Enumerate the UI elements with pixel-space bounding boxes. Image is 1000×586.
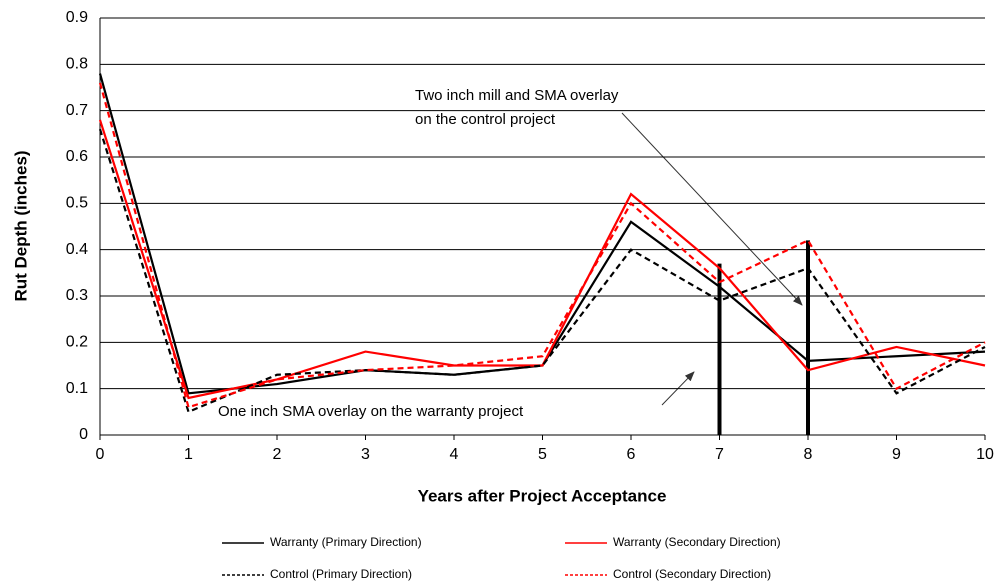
y-tick-label: 0.9 — [66, 9, 88, 26]
y-tick-label: 0.1 — [66, 380, 88, 397]
y-tick-label: 0.6 — [66, 148, 88, 165]
series-line — [98, 119, 986, 400]
x-tick-label: 8 — [804, 446, 813, 463]
y-tick-label: 0.7 — [66, 102, 88, 119]
annotation: One inch SMA overlay on the warranty pro… — [218, 403, 524, 420]
x-tick-label: 3 — [361, 446, 370, 463]
legend-label: Warranty (Secondary Direction) — [613, 535, 781, 549]
y-axis-label: Rut Depth (inches) — [11, 150, 30, 301]
annotation-arrow — [621, 112, 803, 306]
x-tick-label: 6 — [627, 446, 636, 463]
x-tick-label: 0 — [96, 446, 105, 463]
y-tick-label: 0.5 — [66, 195, 88, 212]
y-tick-label: 0.8 — [66, 56, 88, 73]
x-tick-label: 5 — [538, 446, 547, 463]
x-tick-label: 2 — [273, 446, 282, 463]
y-tick-label: 0.4 — [66, 241, 88, 258]
series-line — [98, 128, 986, 414]
legend-label: Warranty (Primary Direction) — [270, 535, 422, 549]
series-line — [98, 82, 986, 409]
legend-label: Control (Secondary Direction) — [613, 567, 771, 581]
x-tick-label: 9 — [892, 446, 901, 463]
y-tick-label: 0.2 — [66, 334, 88, 351]
y-tick-label: 0.3 — [66, 287, 88, 304]
x-tick-label: 10 — [976, 446, 994, 463]
x-tick-label: 7 — [715, 446, 724, 463]
legend-label: Control (Primary Direction) — [270, 567, 412, 581]
x-tick-label: 4 — [450, 446, 459, 463]
annotation: on the control project — [415, 111, 556, 128]
annotation: Two inch mill and SMA overlay — [415, 87, 619, 104]
y-tick-label: 0 — [79, 426, 88, 443]
x-tick-label: 1 — [184, 446, 193, 463]
x-axis-label: Years after Project Acceptance — [418, 486, 667, 505]
